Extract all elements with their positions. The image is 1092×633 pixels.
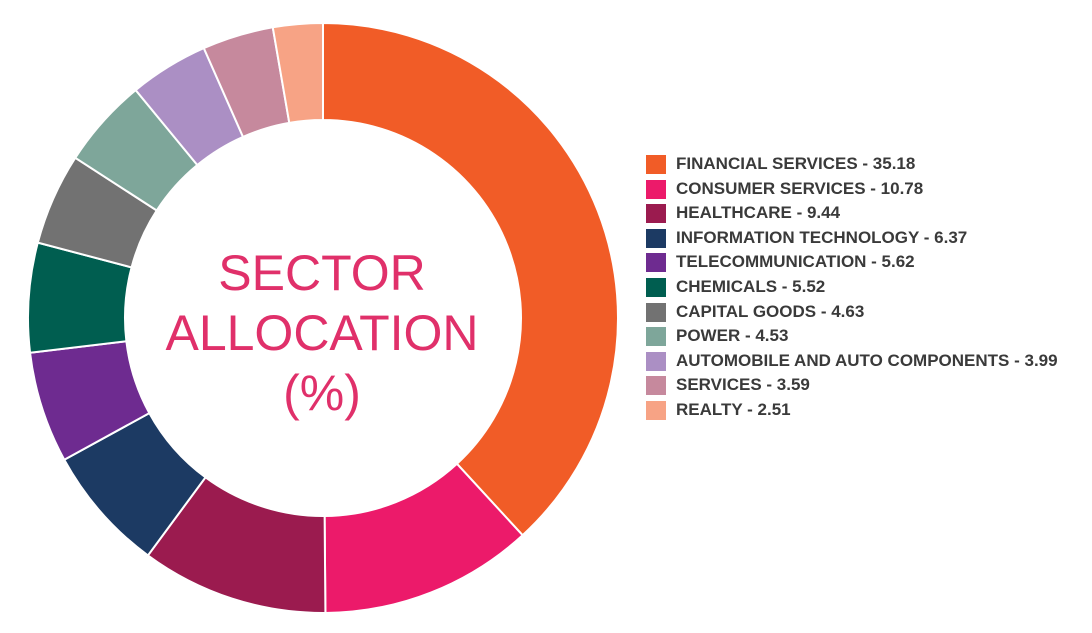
legend-label: FINANCIAL SERVICES - 35.18 xyxy=(676,154,916,173)
chart-title-line-3: (%) xyxy=(283,365,361,421)
legend-swatch xyxy=(646,327,666,347)
legend-item: TELECOMMUNICATION - 5.62 xyxy=(646,250,1086,275)
legend-item: INFORMATION TECHNOLOGY - 6.37 xyxy=(646,226,1086,251)
chart-title-line-2: ALLOCATION xyxy=(165,305,478,361)
legend-item: REALTY - 2.51 xyxy=(646,398,1086,423)
legend-swatch xyxy=(646,155,666,174)
legend-item: POWER - 4.53 xyxy=(646,324,1086,349)
legend-item: FINANCIAL SERVICES - 35.18 xyxy=(646,152,1086,177)
chart-legend: FINANCIAL SERVICES - 35.18 CONSUMER SERVI… xyxy=(646,152,1086,423)
legend-swatch xyxy=(646,376,666,396)
legend-swatch xyxy=(646,400,666,420)
legend-swatch xyxy=(646,204,666,224)
donut-slices xyxy=(27,21,619,614)
legend-label: HEALTHCARE - 9.44 xyxy=(676,203,841,223)
legend-label: POWER - 4.53 xyxy=(676,326,789,346)
legend-label: AUTOMOBILE AND AUTO COMPONENTS - 3.99 xyxy=(676,350,1058,370)
legend-item: CHEMICALS - 5.52 xyxy=(646,275,1086,300)
legend-item: AUTOMOBILE AND AUTO COMPONENTS - 3.99 xyxy=(646,349,1086,374)
legend-item: SERVICES - 3.59 xyxy=(646,373,1086,398)
legend-swatch xyxy=(646,351,666,371)
legend-label: CHEMICALS - 5.52 xyxy=(676,276,826,296)
legend-item: CAPITAL GOODS - 4.63 xyxy=(646,300,1086,325)
legend-swatch xyxy=(646,302,666,322)
legend-label: CONSUMER SERVICES - 10.78 xyxy=(676,178,924,198)
legend-item: HEALTHCARE - 9.44 xyxy=(646,201,1086,226)
chart-title-line-1: SECTOR xyxy=(218,245,425,301)
legend-swatch xyxy=(646,179,666,199)
legend-swatch xyxy=(646,228,666,248)
legend-swatch xyxy=(646,253,666,273)
slice-realty xyxy=(271,21,324,125)
legend-label: TELECOMMUNICATION - 5.62 xyxy=(676,252,915,272)
legend-item: CONSUMER SERVICES - 10.78 xyxy=(646,177,1086,202)
legend-label: SERVICES - 3.59 xyxy=(676,375,810,395)
legend-label: REALTY - 2.51 xyxy=(676,399,791,419)
legend-label: CAPITAL GOODS - 4.63 xyxy=(676,301,865,321)
legend-swatch xyxy=(646,277,666,297)
legend-label: INFORMATION TECHNOLOGY - 6.37 xyxy=(676,227,968,247)
slice-financial-services xyxy=(322,21,619,537)
